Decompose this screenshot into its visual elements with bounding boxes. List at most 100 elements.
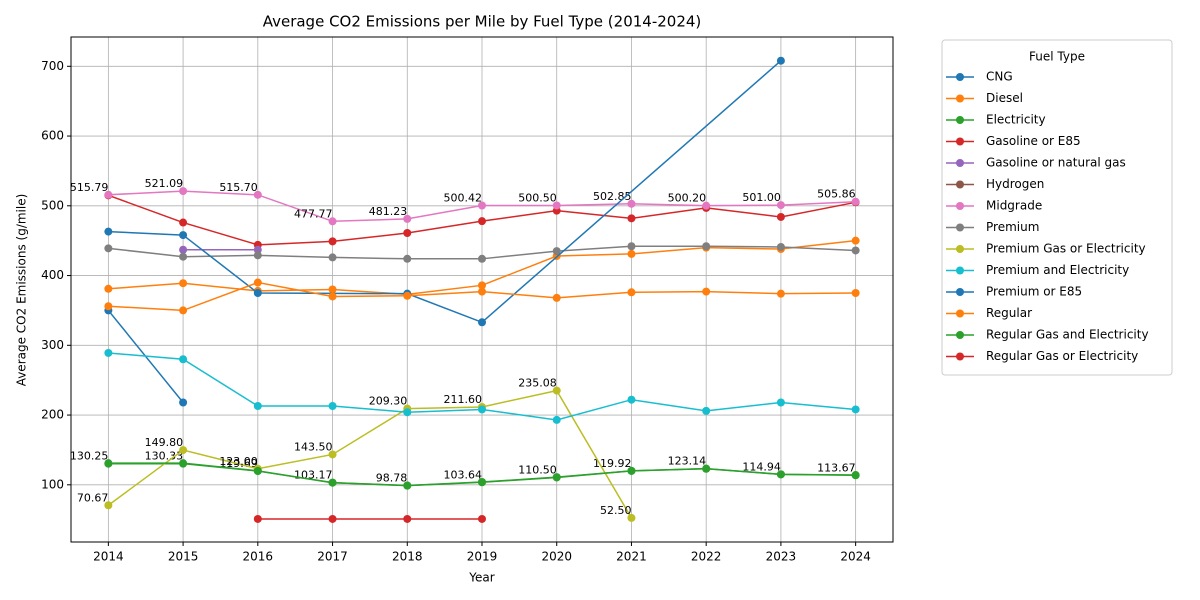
y-tick-label: 400 (41, 268, 64, 282)
point (179, 187, 188, 196)
point (702, 406, 711, 415)
legend-label: Regular Gas or Electricity (986, 349, 1138, 363)
y-tick-label: 500 (41, 198, 64, 212)
data-label: 505.86 (817, 188, 856, 201)
data-label: 98.78 (376, 472, 408, 485)
data-label: 500.42 (444, 192, 483, 205)
y-tick-label: 100 (41, 477, 64, 491)
y-tick-label: 700 (41, 59, 64, 73)
point (851, 471, 860, 480)
point (552, 247, 561, 256)
point (776, 289, 785, 298)
point (104, 302, 113, 311)
point (478, 318, 486, 327)
data-label: 123.14 (668, 455, 707, 468)
legend-label: Hydrogen (986, 177, 1044, 191)
legend-label: Premium Gas or Electricity (986, 242, 1146, 256)
legend-marker (956, 245, 964, 253)
point (478, 287, 486, 296)
legend-marker (956, 223, 964, 232)
data-label: 70.67 (77, 491, 109, 504)
point (104, 284, 113, 293)
point (253, 245, 262, 254)
point (478, 514, 486, 523)
data-label: 521.09 (145, 177, 184, 190)
data-label: 209.30 (369, 395, 408, 408)
legend-marker (956, 180, 964, 189)
point (403, 229, 412, 238)
data-label: 235.08 (518, 377, 557, 390)
point (702, 201, 711, 210)
point (627, 513, 636, 522)
data-label: 481.23 (369, 205, 408, 218)
point (403, 481, 412, 490)
point (104, 227, 113, 236)
point (179, 446, 188, 455)
point (253, 466, 262, 475)
point (627, 288, 636, 297)
point (776, 56, 785, 65)
point (253, 514, 262, 523)
data-label: 515.79 (70, 181, 109, 194)
point (253, 278, 262, 287)
point (478, 478, 486, 487)
data-label: 110.50 (518, 463, 557, 476)
data-label: 52.50 (600, 504, 632, 517)
legend-label: Regular (986, 306, 1032, 320)
point (253, 251, 262, 260)
point (552, 415, 561, 424)
point (253, 288, 262, 297)
point (702, 242, 711, 251)
x-tick-label: 2019 (467, 550, 498, 564)
y-axis-label: Average CO2 Emissions (g/mile) (15, 194, 29, 387)
point (328, 217, 337, 226)
point (328, 478, 337, 487)
data-label: 500.50 (518, 191, 557, 204)
point (627, 242, 636, 251)
legend-box (941, 39, 1173, 376)
x-tick-label: 2016 (243, 550, 274, 564)
point (776, 398, 785, 407)
point (179, 218, 188, 227)
x-tick-label: 2022 (691, 550, 722, 564)
point (253, 401, 262, 410)
legend-marker (956, 94, 964, 103)
data-label: 130.25 (70, 450, 109, 463)
x-tick-label: 2024 (840, 550, 871, 564)
point (851, 288, 860, 297)
point (328, 450, 337, 459)
legend-marker (956, 331, 964, 339)
data-label: 113.67 (817, 461, 856, 474)
x-tick-label: 2018 (392, 550, 423, 564)
point (328, 401, 337, 410)
y-tick-label: 200 (41, 408, 64, 422)
x-axis-label: Year (468, 571, 494, 585)
y-tick-label: 300 (41, 338, 64, 352)
point (104, 501, 113, 510)
point (851, 197, 860, 206)
point (104, 348, 113, 357)
point (328, 514, 337, 523)
point (403, 514, 412, 523)
point (179, 252, 188, 261)
data-label: 103.64 (444, 468, 483, 481)
point (104, 190, 113, 199)
point (179, 355, 188, 364)
legend-label: Gasoline or natural gas (986, 156, 1126, 170)
legend-title: Fuel Type (1029, 50, 1085, 64)
point (179, 279, 188, 288)
point (851, 246, 860, 255)
point (328, 253, 337, 262)
chart-title: Average CO2 Emissions per Mile by Fuel T… (263, 13, 702, 31)
legend-label: Electricity (986, 113, 1046, 127)
point (179, 306, 188, 315)
point (776, 201, 785, 210)
legend-marker (956, 137, 964, 146)
point (179, 245, 188, 254)
legend-label: Diesel (986, 91, 1023, 105)
legend-label: Premium and Electricity (986, 263, 1129, 277)
point (253, 190, 262, 199)
data-label: 123.00 (219, 455, 258, 468)
point (552, 386, 561, 395)
series-line (107, 389, 633, 519)
